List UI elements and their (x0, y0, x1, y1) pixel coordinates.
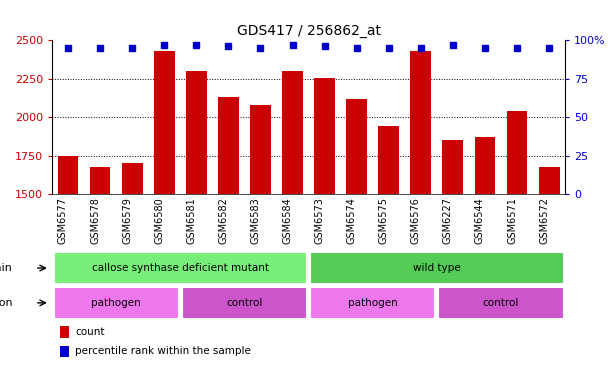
Text: callose synthase deficient mutant: callose synthase deficient mutant (92, 263, 269, 273)
Text: GSM6571: GSM6571 (507, 197, 517, 244)
Text: GSM6577: GSM6577 (58, 197, 68, 244)
Bar (186, 71, 207, 194)
Text: GSM6544: GSM6544 (475, 197, 485, 243)
Text: GSM6584: GSM6584 (282, 197, 293, 243)
Text: strain: strain (0, 263, 12, 273)
Text: GSM6580: GSM6580 (154, 197, 164, 243)
Bar (411, 51, 431, 194)
Bar (507, 111, 527, 194)
Bar (442, 140, 463, 194)
Bar (475, 137, 496, 194)
Text: control: control (226, 298, 263, 308)
Bar (54, 253, 307, 284)
Bar (54, 287, 178, 318)
Text: control: control (483, 298, 519, 308)
Bar (250, 105, 271, 194)
Text: GSM6575: GSM6575 (379, 197, 389, 244)
Text: pathogen: pathogen (348, 298, 398, 308)
Text: count: count (75, 327, 104, 337)
Text: infection: infection (0, 298, 12, 308)
Text: GSM6574: GSM6574 (346, 197, 357, 244)
Text: GSM6579: GSM6579 (122, 197, 132, 244)
Text: GSM6582: GSM6582 (218, 197, 229, 244)
Text: wild type: wild type (413, 263, 461, 273)
Text: GSM6581: GSM6581 (186, 197, 196, 243)
Text: percentile rank within the sample: percentile rank within the sample (75, 346, 251, 356)
Bar (539, 167, 560, 194)
Text: GSM6573: GSM6573 (315, 197, 324, 244)
Text: GSM6578: GSM6578 (90, 197, 100, 244)
Text: GSM6227: GSM6227 (443, 197, 453, 244)
Text: GSM6572: GSM6572 (539, 197, 549, 244)
Bar (218, 97, 239, 194)
Bar (346, 100, 367, 194)
Bar (378, 126, 399, 194)
Bar (310, 287, 435, 318)
Bar (310, 253, 563, 284)
Bar (182, 287, 307, 318)
Text: GSM6583: GSM6583 (251, 197, 260, 243)
Bar (314, 78, 335, 194)
Bar (154, 51, 175, 194)
Bar (282, 71, 303, 194)
Bar (90, 167, 111, 194)
Bar (122, 163, 142, 194)
Text: GSM6576: GSM6576 (411, 197, 421, 244)
Bar (60, 326, 69, 338)
Bar (60, 346, 69, 357)
Bar (439, 287, 563, 318)
Title: GDS417 / 256862_at: GDS417 / 256862_at (236, 24, 381, 38)
Text: pathogen: pathogen (91, 298, 141, 308)
Bar (57, 156, 78, 194)
